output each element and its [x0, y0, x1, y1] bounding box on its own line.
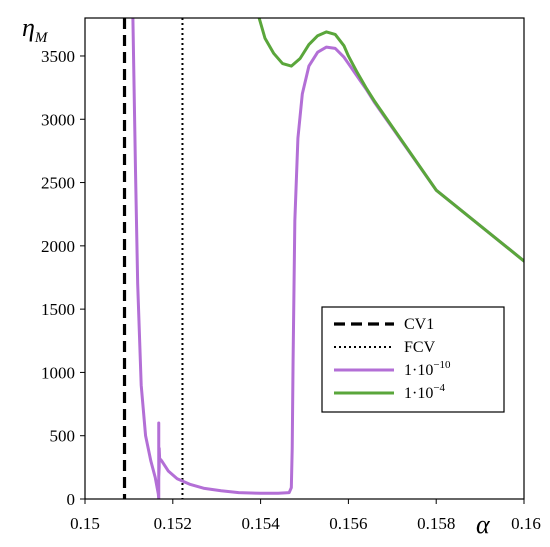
x-tick-label: 0.156	[329, 514, 367, 533]
x-tick-label: 0.152	[154, 514, 192, 533]
y-tick-label: 2500	[41, 174, 75, 193]
plot-area	[122, 18, 524, 499]
y-tick-label: 1500	[41, 300, 75, 319]
y-tick-label: 2000	[41, 237, 75, 256]
y-axis-ticks: 0 500 1000 1500 2000 2500 3000 3500	[41, 47, 85, 509]
y-tick-label: 3000	[41, 110, 75, 129]
axis-labels: ηM α	[22, 13, 491, 539]
y-tick-label: 0	[67, 490, 76, 509]
legend-label: FCV	[404, 339, 436, 356]
y-tick-label: 3500	[41, 47, 75, 66]
legend-label: 1·10−10	[404, 359, 451, 379]
series-line-1	[131, 18, 524, 499]
legend-label: CV1	[404, 316, 434, 333]
plot-frame	[84, 17, 525, 500]
y-tick-label: 500	[50, 427, 76, 446]
x-tick-label: 0.16	[511, 514, 541, 533]
x-tick-label: 0.15	[70, 514, 100, 533]
y-axis-label-subscript: M	[34, 30, 49, 46]
x-axis-label: α	[476, 510, 491, 539]
y-axis-label: ηM	[22, 13, 49, 46]
legend: CV1 FCV 1·10−10 1·10−4	[321, 306, 505, 413]
legend-label: 1·10−4	[404, 382, 446, 402]
x-axis-ticks: 0.15 0.152 0.154 0.156 0.158 0.16	[70, 499, 541, 533]
y-axis-label-main: η	[22, 13, 35, 42]
y-tick-label: 1000	[41, 363, 75, 382]
x-tick-label: 0.154	[241, 514, 280, 533]
series-line-2	[257, 18, 524, 263]
x-tick-label: 0.158	[417, 514, 455, 533]
